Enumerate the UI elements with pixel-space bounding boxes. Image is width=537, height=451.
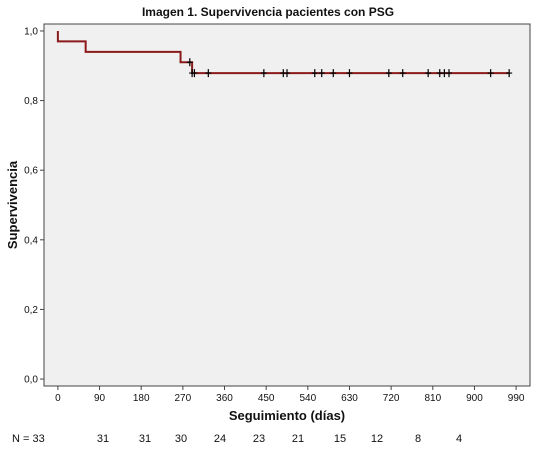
x-tick-label: 540 [299, 393, 316, 404]
x-tick-label: 900 [466, 393, 483, 404]
x-tick-label: 360 [216, 393, 233, 404]
y-tick-label: 0,8 [24, 96, 38, 107]
y-axis-ticks: 0,0 0,2 0,4 0,6 0,8 1,0 [24, 26, 44, 386]
x-tick-label: 450 [258, 393, 275, 404]
risk-count: 23 [253, 433, 265, 445]
censor-mark [399, 69, 406, 78]
risk-count: 21 [292, 433, 304, 445]
censor-mark [260, 69, 267, 78]
x-tick-label: 90 [94, 393, 106, 404]
censor-mark [330, 69, 337, 78]
censor-mark [311, 69, 318, 78]
censor-mark [346, 69, 353, 78]
x-tick-label: 810 [424, 393, 441, 404]
x-tick-label: 720 [383, 393, 400, 404]
x-tick-label: 0 [55, 393, 61, 404]
y-tick-label: 0,2 [24, 305, 38, 316]
risk-prefix: N = 33 [12, 433, 45, 445]
x-tick-label: 630 [341, 393, 358, 404]
censor-mark [284, 69, 290, 78]
censor-mark [506, 69, 513, 78]
y-tick-label: 0,0 [24, 375, 38, 386]
risk-count: 15 [334, 433, 346, 445]
x-tick-label: 180 [133, 393, 150, 404]
censor-mark [318, 69, 325, 78]
censor-mark [191, 69, 198, 78]
x-axis-ticks: 0 90 180 270 360 450 540 630 720 810 900 990 [55, 386, 525, 404]
y-tick-label: 0,4 [24, 235, 38, 246]
censor-mark [487, 69, 494, 78]
risk-count: 12 [371, 433, 383, 445]
x-tick-label: 990 [508, 393, 525, 404]
y-axis-title: Supervivencia [5, 160, 20, 249]
risk-count: 24 [214, 433, 226, 445]
y-tick-label: 1,0 [24, 26, 38, 37]
x-tick-label: 270 [175, 393, 192, 404]
censor-mark [446, 69, 452, 78]
risk-count: 30 [175, 433, 187, 445]
series-layer [56, 30, 513, 78]
risk-count: 4 [456, 433, 462, 445]
x-axis-title: Seguimiento (días) [229, 408, 345, 423]
censor-mark [186, 58, 193, 67]
chart-title: Imagen 1. Supervivencia pacientes con PS… [142, 5, 394, 19]
censor-mark [385, 69, 392, 78]
risk-count: 31 [97, 433, 109, 445]
censor-mark [425, 69, 432, 78]
risk-table: N = 33 31 31 30 24 23 21 15 12 8 4 [12, 433, 462, 445]
y-tick-label: 0,6 [24, 166, 38, 177]
censor-mark [205, 69, 212, 78]
risk-count: 8 [415, 433, 421, 445]
plot-area [43, 23, 531, 387]
risk-count: 31 [139, 433, 151, 445]
